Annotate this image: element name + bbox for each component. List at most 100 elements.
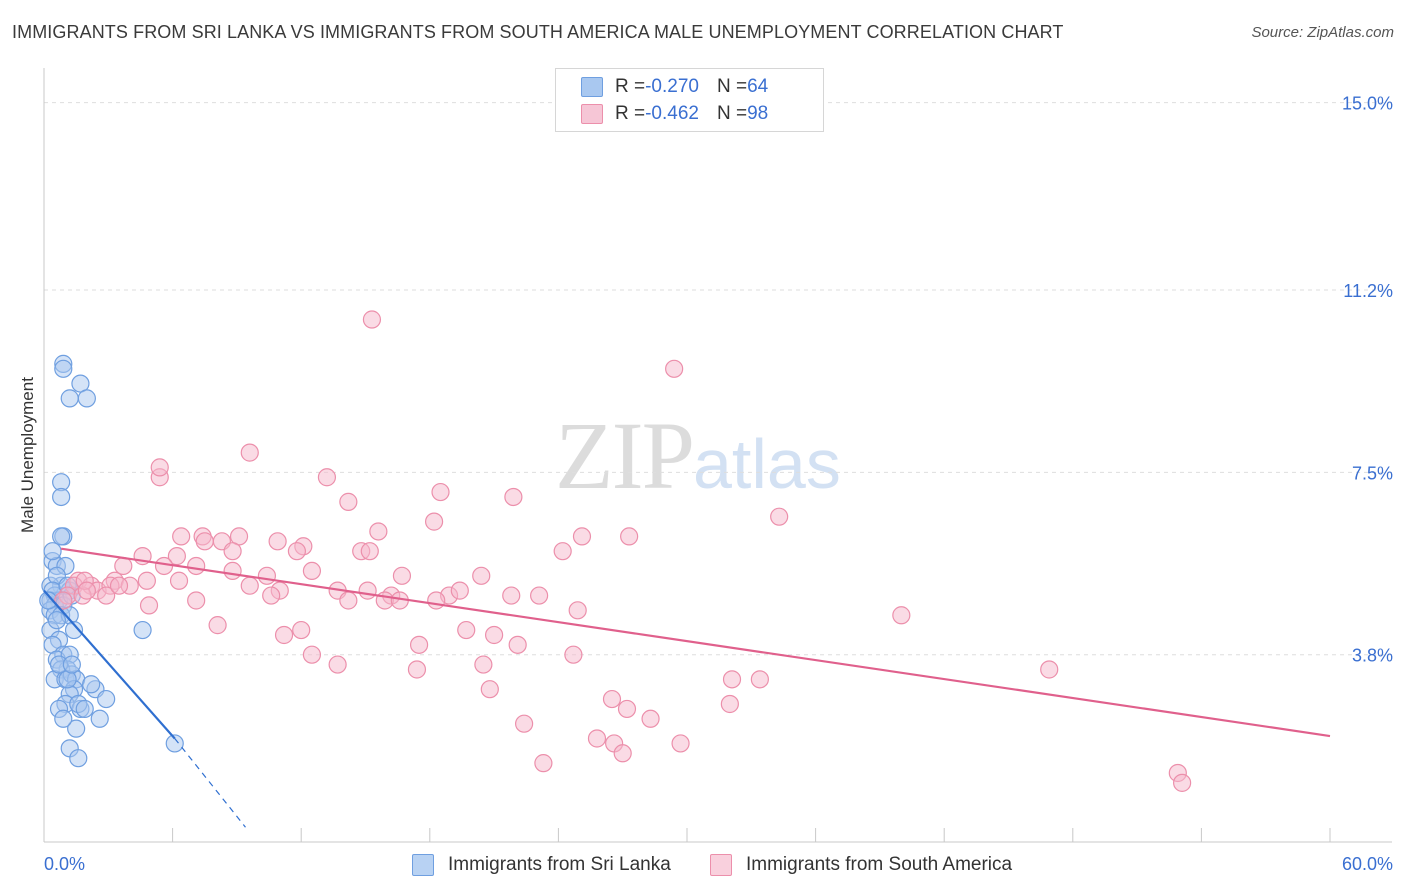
point-sri-lanka [60, 389, 79, 408]
point-south-america [328, 655, 347, 674]
watermark: ZIPatlas [555, 400, 841, 511]
watermark-zip: ZIP [555, 402, 695, 509]
point-south-america [553, 542, 572, 561]
y-tick-label: 7.5% [1352, 463, 1393, 483]
point-sri-lanka [47, 611, 66, 630]
trendline-sri-lanka [43, 589, 176, 740]
point-south-america [770, 507, 789, 526]
source-label: Source: ZipAtlas.com [1251, 24, 1394, 41]
point-south-america [257, 566, 277, 585]
point-south-america [568, 601, 587, 620]
point-sri-lanka [43, 542, 62, 561]
point-south-america [223, 542, 242, 561]
point-south-america [362, 310, 382, 329]
legend-r-label: R = [615, 76, 646, 97]
point-south-america [530, 586, 549, 605]
point-south-america [613, 744, 632, 763]
point-south-america [457, 620, 476, 640]
point-south-america [360, 542, 379, 561]
point-south-america [154, 556, 174, 576]
point-sri-lanka [75, 699, 94, 719]
series-swatch-blue [412, 854, 434, 876]
point-south-america [750, 670, 769, 689]
point-south-america [195, 532, 214, 551]
x-tick-label: 0.0% [44, 854, 85, 874]
point-south-america [268, 532, 287, 551]
legend-n-value: 64 [747, 76, 769, 97]
point-south-america [587, 729, 607, 748]
point-south-america [139, 596, 159, 615]
point-south-america [504, 487, 523, 507]
point-south-america [564, 645, 583, 664]
point-south-america [502, 586, 521, 605]
point-south-america [641, 709, 660, 728]
legend-r-value: -0.462 [645, 103, 699, 124]
point-south-america [665, 359, 684, 378]
y-tick-label: 15.0% [1342, 94, 1393, 114]
legend-row-south-america: R = -0.462 N = 98 [581, 102, 768, 126]
point-south-america [602, 689, 622, 709]
trendline-sri-lanka-extension [174, 738, 246, 828]
point-south-america [150, 458, 169, 477]
legend-n-label: N = [716, 103, 748, 124]
point-south-america [722, 670, 742, 689]
point-south-america [187, 556, 206, 576]
point-south-america [292, 620, 311, 640]
point-south-america [358, 581, 377, 600]
point-sri-lanka [67, 719, 86, 738]
point-south-america [1173, 773, 1192, 792]
point-south-america [572, 527, 592, 546]
point-south-america [302, 561, 322, 581]
point-south-america [369, 522, 388, 541]
series-swatch-pink [710, 854, 732, 876]
point-south-america [339, 591, 358, 610]
point-sri-lanka [69, 749, 88, 768]
point-south-america [240, 576, 259, 595]
point-south-america [515, 714, 534, 733]
point-south-america [620, 527, 639, 546]
point-south-america [1040, 660, 1059, 679]
correlation-legend: R = -0.270 N = 64 R = -0.462 N = 98 [555, 68, 824, 132]
point-south-america [262, 586, 281, 605]
point-south-america [240, 443, 259, 462]
point-south-america [392, 566, 412, 585]
watermark-atlas: atlas [693, 425, 841, 503]
y-tick-label: 3.8% [1352, 646, 1393, 666]
point-sri-lanka [62, 655, 81, 674]
point-sri-lanka [133, 620, 152, 640]
point-south-america [97, 586, 116, 605]
chart-title: IMMIGRANTS FROM SRI LANKA VS IMMIGRANTS … [12, 22, 1064, 42]
legend-swatch-blue [581, 77, 603, 97]
x-tick-label: 60.0% [1342, 854, 1393, 874]
point-south-america [485, 625, 504, 645]
point-sri-lanka [165, 734, 184, 753]
point-south-america [223, 561, 242, 581]
point-south-america [508, 635, 527, 654]
point-south-america [480, 680, 499, 699]
point-south-america [450, 581, 469, 600]
point-south-america [671, 734, 690, 753]
legend-n-value: 98 [747, 103, 769, 124]
point-south-america [172, 527, 191, 546]
point-sri-lanka [77, 389, 96, 408]
legend-row-sri-lanka: R = -0.270 N = 64 [581, 75, 768, 99]
legend-n-label: N = [716, 76, 748, 97]
point-south-america [77, 581, 96, 600]
point-south-america [339, 492, 358, 511]
legend-r-label: R = [615, 103, 646, 124]
point-south-america [892, 606, 911, 625]
legend-r-value: -0.270 [645, 76, 699, 97]
point-south-america [109, 576, 129, 595]
point-south-america [424, 512, 444, 531]
point-south-america [534, 754, 553, 773]
series-name-south-america: Immigrants from South America [746, 854, 1013, 875]
point-sri-lanka [52, 527, 71, 546]
trendline-south-america [60, 547, 1331, 738]
point-south-america [474, 655, 493, 674]
point-south-america [409, 635, 429, 654]
point-south-america [274, 625, 294, 645]
point-south-america [114, 556, 133, 576]
point-south-america [407, 660, 427, 679]
series-legend-sri-lanka: Immigrants from Sri Lanka [412, 852, 671, 878]
